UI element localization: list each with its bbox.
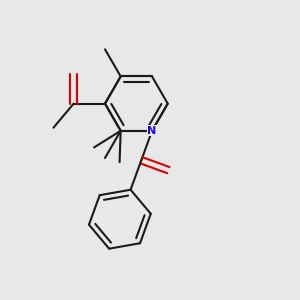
Text: N: N	[147, 126, 157, 136]
